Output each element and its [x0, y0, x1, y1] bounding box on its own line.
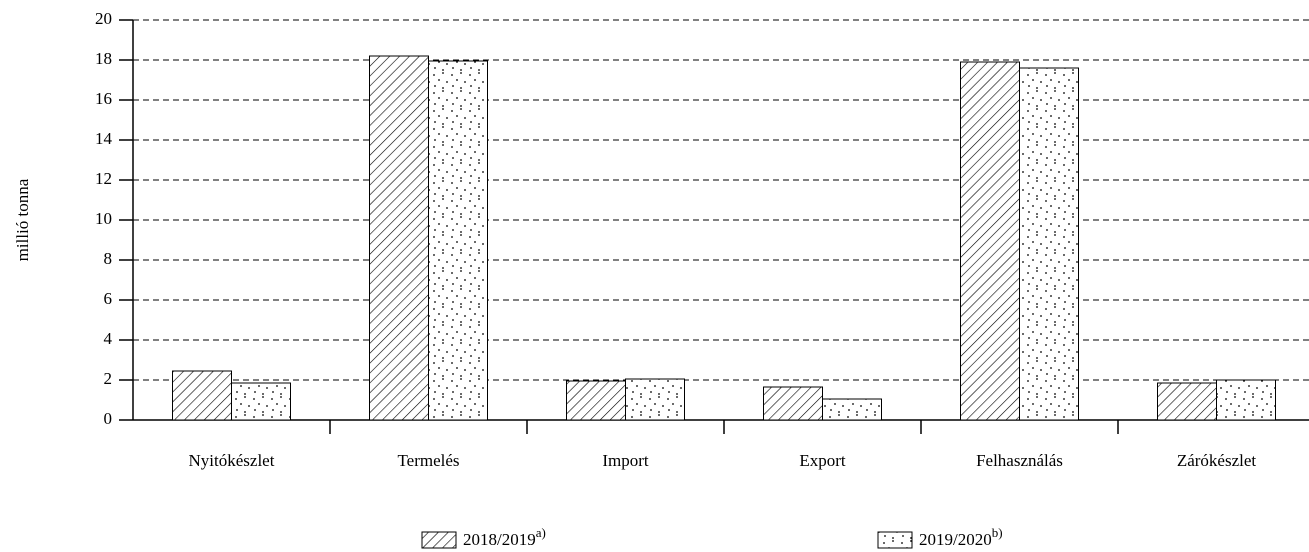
y-tick-label: 18 — [95, 49, 112, 68]
x-tick-label: Export — [799, 451, 846, 470]
y-tick-label: 20 — [95, 9, 112, 28]
y-tick-label: 10 — [95, 209, 112, 228]
bar — [428, 60, 488, 421]
x-tick-label: Import — [602, 451, 649, 470]
y-tick-label: 0 — [104, 409, 113, 428]
y-tick-label: 16 — [95, 89, 112, 108]
legend-name: 2018/2019 — [463, 530, 536, 549]
legend-label: 2018/2019a) — [463, 525, 546, 549]
x-tick-label: Felhasználás — [976, 451, 1063, 470]
y-tick-label: 8 — [104, 249, 113, 268]
y-tick-label: 4 — [104, 329, 113, 348]
y-axis-label: millió tonna — [13, 178, 32, 261]
y-tick-label: 2 — [104, 369, 113, 388]
x-tick-label: Nyitókészlet — [189, 451, 275, 470]
bar — [172, 370, 232, 421]
legend-footnote: b) — [992, 525, 1003, 540]
legend-label: 2019/2020b) — [919, 525, 1003, 549]
legend-swatch — [421, 531, 457, 549]
bar — [822, 398, 882, 421]
legend-footnote: a) — [536, 525, 546, 540]
bar — [231, 382, 291, 421]
bar — [369, 55, 429, 421]
legend-swatch — [877, 531, 913, 549]
bar — [763, 386, 823, 421]
x-tick-label: Termelés — [397, 451, 459, 470]
y-tick-label: 14 — [95, 129, 113, 148]
bar — [1157, 382, 1217, 421]
bar — [1019, 67, 1079, 421]
bar — [960, 61, 1020, 421]
bar — [1216, 379, 1276, 421]
bar — [566, 380, 626, 421]
legend-name: 2019/2020 — [919, 530, 992, 549]
y-tick-label: 12 — [95, 169, 112, 188]
y-tick-label: 6 — [104, 289, 113, 308]
x-tick-label: Zárókészlet — [1177, 451, 1257, 470]
bar — [625, 378, 685, 421]
